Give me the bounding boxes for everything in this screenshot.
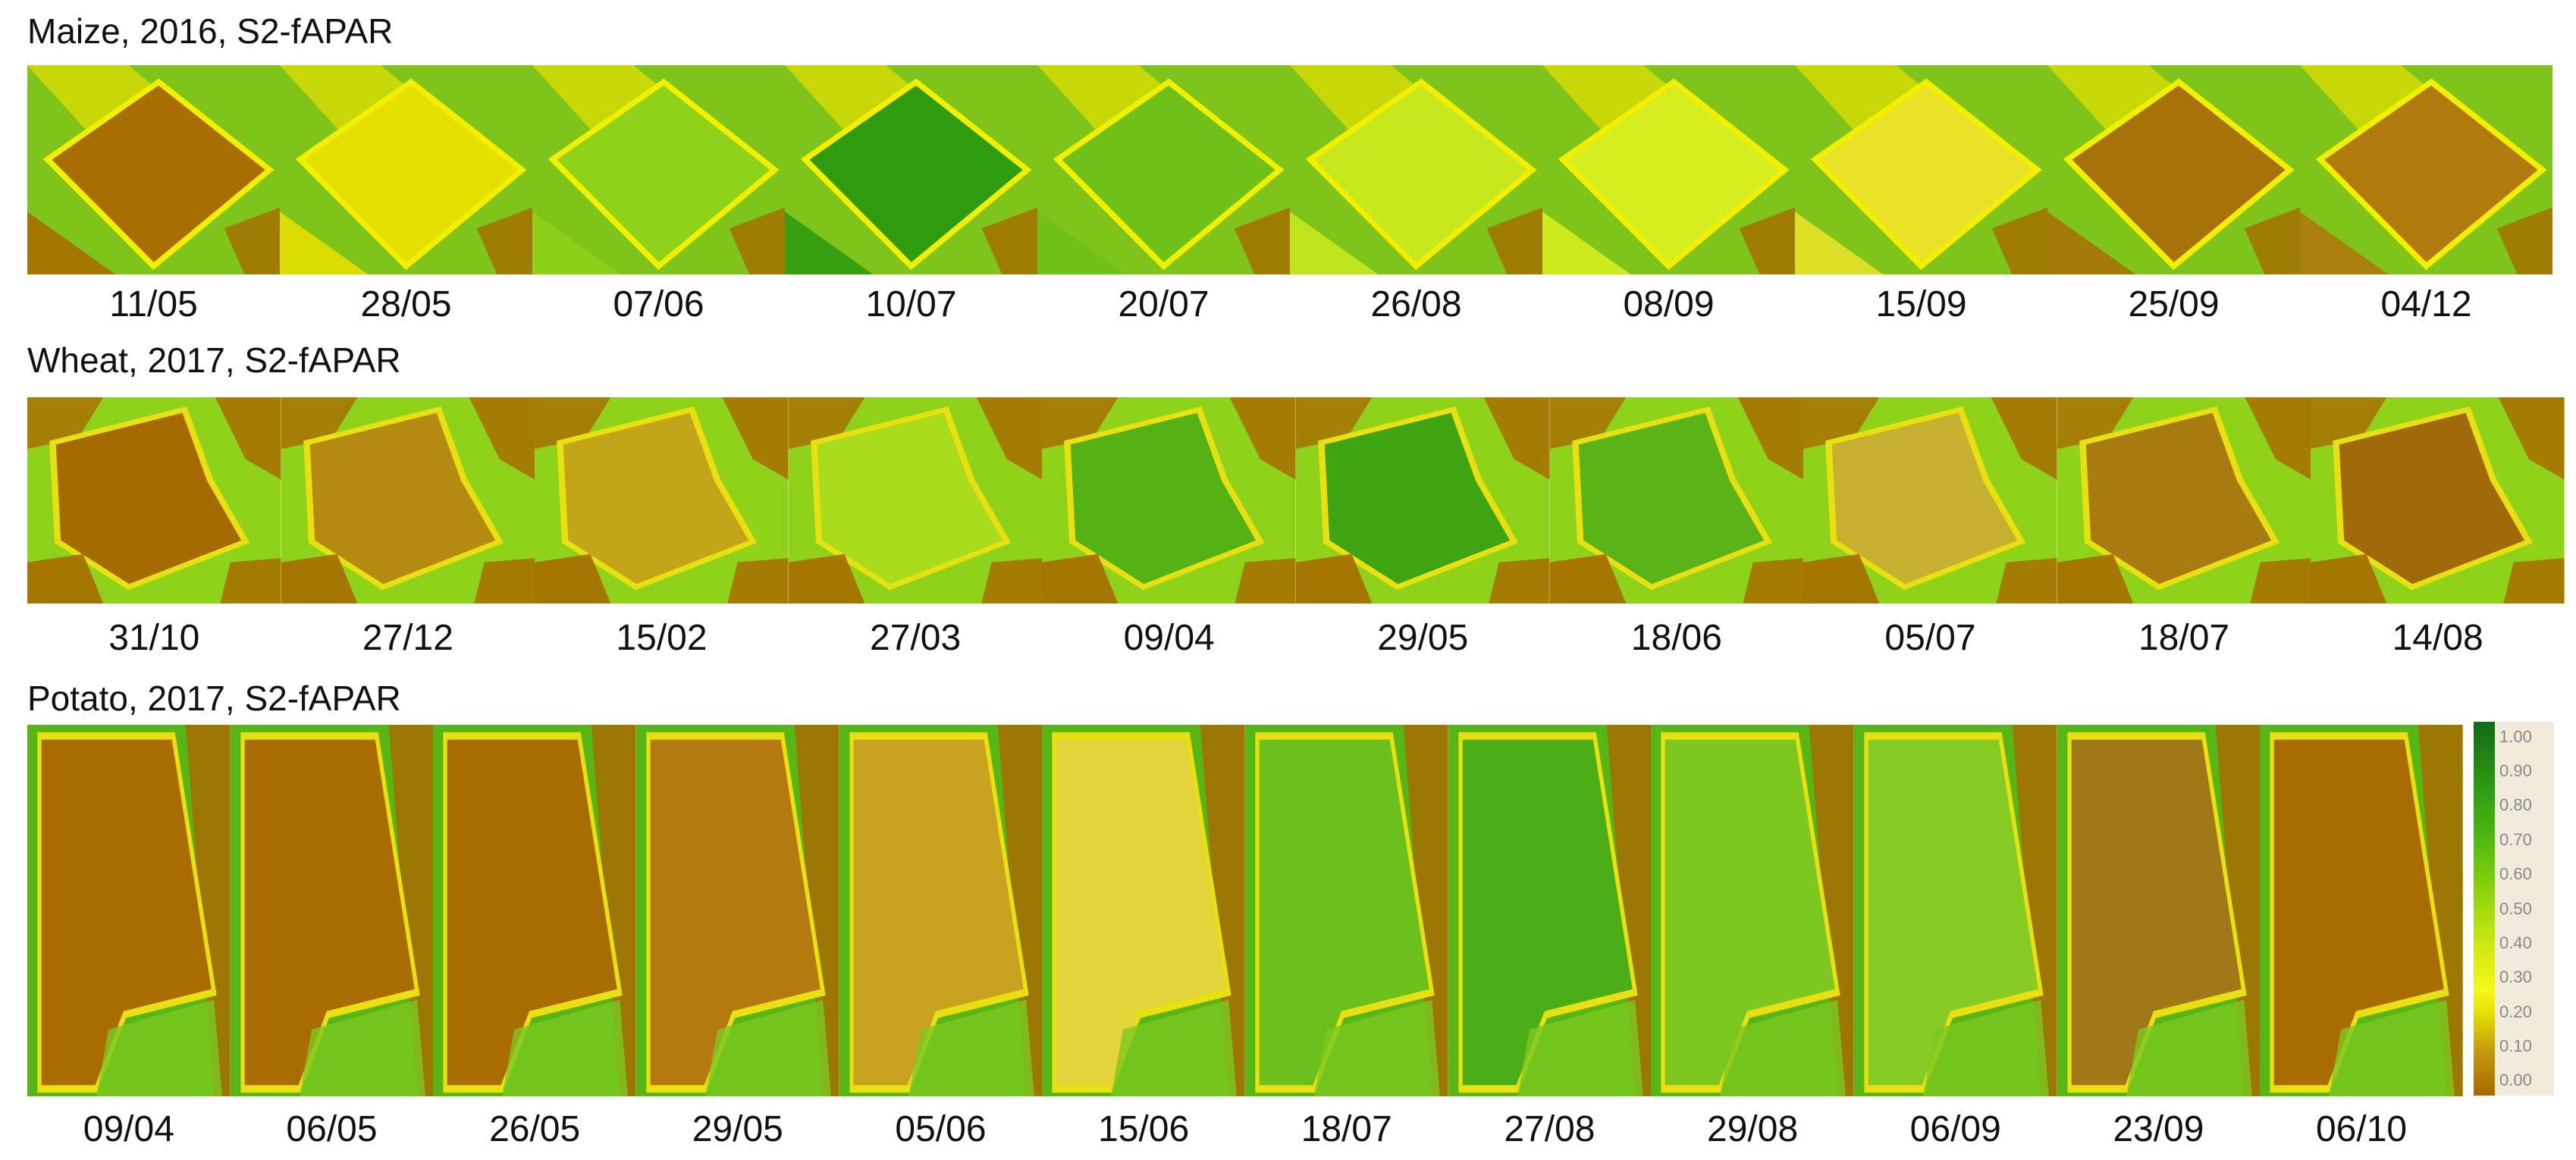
- fapar-image-tile: [27, 725, 231, 1096]
- fapar-image-tile: [280, 65, 532, 274]
- acquisition-date-label: 05/07: [1884, 618, 1976, 658]
- potato-tile-row: [27, 725, 2463, 1096]
- maize-tile-row: [27, 65, 2552, 274]
- fapar-image-tile: [2047, 65, 2300, 274]
- legend-tick-column: 1.00 0.90 0.80 0.70 0.60 0.50 0.40 0.30 0.20 0.10…: [2495, 722, 2554, 1096]
- acquisition-date-label: 20/07: [1118, 284, 1210, 324]
- fapar-image-tile: [2311, 397, 2565, 604]
- legend-tick-label: 0.30: [2499, 967, 2532, 987]
- legend-tick-label: 0.60: [2499, 864, 2532, 884]
- legend-tick-label: 0.50: [2499, 898, 2532, 918]
- fapar-image-tile: [1853, 725, 2057, 1096]
- fapar-image-tile: [1295, 397, 1550, 604]
- acquisition-date-label: 11/05: [109, 284, 198, 324]
- fapar-image-tile: [2057, 397, 2311, 604]
- acquisition-date-label: 05/06: [895, 1109, 987, 1149]
- fapar-image-tile: [839, 725, 1043, 1096]
- legend-color-bar: [2474, 722, 2495, 1096]
- fapar-image-tile: [2300, 65, 2552, 274]
- potato-date-row: 09/04 06/05 26/05 29/05 05/06 15/06 18/07 27/08…: [27, 1111, 2463, 1148]
- wheat-tile-row: [27, 397, 2565, 604]
- acquisition-date-label: 26/08: [1370, 284, 1462, 324]
- fapar-image-tile: [535, 397, 789, 604]
- wheat-date-row: 31/10 27/12 15/02 27/03 09/04 29/05 18/06 05/07…: [27, 620, 2565, 657]
- fapar-image-tile: [1795, 65, 2047, 274]
- fapar-image-tile: [1244, 725, 1448, 1096]
- potato-panel-title: Potato, 2017, S2-fAPAR: [27, 679, 401, 718]
- acquisition-date-label: 28/05: [360, 284, 452, 324]
- acquisition-date-label: 25/09: [2128, 284, 2220, 324]
- fapar-image-tile: [1042, 397, 1296, 604]
- maize-panel-title: Maize, 2016, S2-fAPAR: [27, 11, 394, 51]
- fapar-image-tile: [788, 397, 1043, 604]
- acquisition-date-label: 29/05: [692, 1109, 783, 1149]
- fapar-image-tile: [27, 397, 281, 604]
- fapar-image-tile: [1651, 725, 1854, 1096]
- acquisition-date-label: 26/05: [489, 1109, 581, 1149]
- fapar-image-tile: [2057, 725, 2261, 1096]
- fapar-color-legend: 1.00 0.90 0.80 0.70 0.60 0.50 0.40 0.30 0.20 0.10…: [2474, 722, 2554, 1096]
- fapar-image-tile: [1448, 725, 1652, 1096]
- acquisition-date-label: 09/04: [1123, 618, 1215, 658]
- acquisition-date-label: 18/06: [1630, 618, 1722, 658]
- acquisition-date-label: 07/06: [613, 284, 704, 324]
- acquisition-date-label: 18/07: [1301, 1109, 1392, 1149]
- legend-tick-label: 0.70: [2499, 829, 2532, 849]
- fapar-image-tile: [1290, 65, 1542, 274]
- acquisition-date-label: 15/09: [1875, 284, 1967, 324]
- wheat-panel-title: Wheat, 2017, S2-fAPAR: [27, 340, 401, 380]
- acquisition-date-label: 15/02: [616, 618, 708, 658]
- legend-tick-label: 0.90: [2499, 761, 2532, 781]
- fapar-image-tile: [1037, 65, 1290, 274]
- legend-tick-label: 0.20: [2499, 1002, 2532, 1021]
- acquisition-date-label: 29/05: [1377, 618, 1469, 658]
- fapar-image-tile: [1042, 725, 1245, 1096]
- acquisition-date-label: 27/12: [362, 618, 453, 658]
- fapar-image-tile: [532, 65, 785, 274]
- fapar-image-tile: [1542, 65, 1795, 274]
- fapar-image-tile: [785, 65, 1037, 274]
- acquisition-date-label: 04/12: [2380, 284, 2472, 324]
- legend-tick-label: 1.00: [2499, 726, 2532, 746]
- fapar-image-tile: [1549, 397, 1804, 604]
- fapar-image-tile: [27, 65, 280, 274]
- acquisition-date-label: 27/03: [870, 618, 962, 658]
- acquisition-date-label: 14/08: [2392, 618, 2483, 658]
- acquisition-date-label: 23/09: [2113, 1109, 2204, 1149]
- fapar-image-tile: [230, 725, 434, 1096]
- fapar-image-tile: [2260, 725, 2463, 1096]
- legend-tick-label: 0.00: [2499, 1071, 2532, 1090]
- acquisition-date-label: 31/10: [108, 618, 200, 658]
- acquisition-date-label: 09/04: [83, 1109, 174, 1149]
- acquisition-date-label: 06/05: [286, 1109, 378, 1149]
- legend-tick-label: 0.40: [2499, 933, 2532, 952]
- fapar-image-tile: [433, 725, 636, 1096]
- acquisition-date-label: 29/08: [1707, 1109, 1799, 1149]
- fapar-image-tile: [281, 397, 535, 604]
- acquisition-date-label: 06/09: [1909, 1109, 2001, 1149]
- maize-date-row: 11/05 28/05 07/06 10/07 20/07 26/08 08/09 15/09…: [27, 287, 2552, 323]
- acquisition-date-label: 18/07: [2138, 618, 2230, 658]
- acquisition-date-label: 10/07: [865, 284, 957, 324]
- acquisition-date-label: 06/10: [2315, 1109, 2408, 1149]
- legend-tick-label: 0.10: [2499, 1036, 2532, 1055]
- acquisition-date-label: 27/08: [1504, 1109, 1595, 1149]
- acquisition-date-label: 08/09: [1623, 284, 1715, 324]
- legend-tick-label: 0.80: [2499, 795, 2532, 815]
- acquisition-date-label: 15/06: [1098, 1109, 1190, 1149]
- fapar-image-tile: [635, 725, 839, 1096]
- fapar-image-tile: [1803, 397, 2057, 604]
